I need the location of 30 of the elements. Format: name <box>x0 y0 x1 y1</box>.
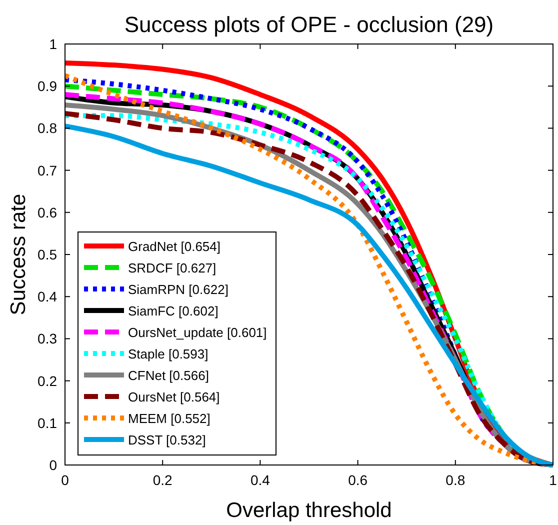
legend-label: SRDCF [0.627] <box>128 260 216 276</box>
legend-label: SiamRPN [0.622] <box>128 282 228 297</box>
y-tick-label: 0.6 <box>38 204 58 220</box>
y-tick-label: 0.3 <box>38 330 58 347</box>
x-tick-label: 0.8 <box>446 472 466 488</box>
legend-label: OursNet [0.564] <box>128 390 220 404</box>
chart-title: Success plots of OPE - occlusion (29) <box>124 12 494 37</box>
y-tick-label: 0.1 <box>38 414 58 431</box>
x-tick-label: 0.6 <box>348 472 368 488</box>
y-tick-label: 0.9 <box>38 78 58 94</box>
x-tick-label: 0.4 <box>250 472 270 488</box>
y-tick-label: 1 <box>49 36 58 52</box>
legend-label: DSST [0.532] <box>128 432 206 448</box>
x-tick-label: 0.2 <box>152 472 173 488</box>
x-axis-title: Overlap threshold <box>226 499 392 522</box>
y-tick-label: 0.2 <box>38 372 58 389</box>
y-tick-label: 0 <box>49 457 58 473</box>
legend-label: OursNet_update [0.601] <box>128 325 267 340</box>
x-tick-label: 0 <box>61 472 70 488</box>
y-tick-label: 0.4 <box>38 288 58 305</box>
y-axis-title: Success rate <box>7 194 30 316</box>
legend-label: Staple [0.593] <box>128 346 208 362</box>
x-tick-label: 1 <box>549 472 558 488</box>
y-tick-label: 0.5 <box>38 246 58 262</box>
legend-label: GradNet [0.654] <box>128 239 220 254</box>
legend-label: SiamFC [0.602] <box>128 304 218 318</box>
y-tick-label: 0.8 <box>38 120 58 136</box>
legend-label: MEEM [0.552] <box>128 411 210 426</box>
legend-label: CFNet [0.566] <box>128 368 209 383</box>
y-tick-label: 0.7 <box>38 162 58 178</box>
